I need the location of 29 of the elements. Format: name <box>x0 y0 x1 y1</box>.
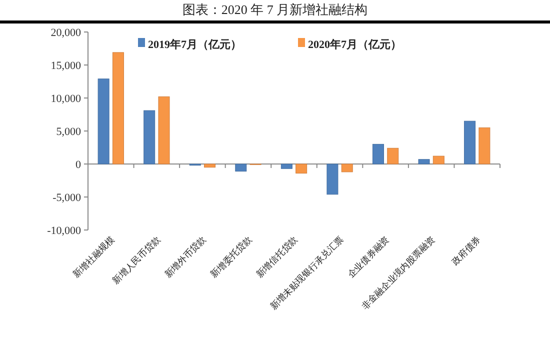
y-tick-label: -5,000 <box>52 192 82 204</box>
bar <box>158 96 170 164</box>
y-tick-label: 10,000 <box>50 92 82 105</box>
bar <box>98 78 110 164</box>
bar <box>341 164 353 172</box>
bar <box>326 164 338 195</box>
y-tick-label: 5,000 <box>56 126 82 138</box>
chart-title: 图表：2020 年 7 月新增社融结构 <box>182 2 368 17</box>
bar <box>387 148 399 164</box>
x-tick-label: 新增外币贷款 <box>162 234 208 280</box>
bar <box>478 127 490 164</box>
bar <box>235 164 247 172</box>
bar <box>144 110 156 164</box>
legend-label: 2019年7月（亿元） <box>148 38 242 51</box>
bar <box>280 164 292 169</box>
bar <box>372 144 384 164</box>
y-tick-label: -10,000 <box>47 224 82 237</box>
x-tick-label: 政府债券 <box>450 234 483 267</box>
bar <box>112 52 124 164</box>
bar <box>464 120 476 164</box>
legend-label: 2020年7月（亿元） <box>308 38 402 51</box>
y-tick-label: 20,000 <box>50 26 82 39</box>
bar <box>432 156 444 164</box>
bar <box>296 164 308 174</box>
bar <box>204 164 216 168</box>
x-tick-label: 新增委托贷款 <box>208 234 254 280</box>
bar <box>418 159 430 164</box>
y-tick-label: 15,000 <box>50 60 82 72</box>
y-tick-label: 0 <box>76 158 82 171</box>
